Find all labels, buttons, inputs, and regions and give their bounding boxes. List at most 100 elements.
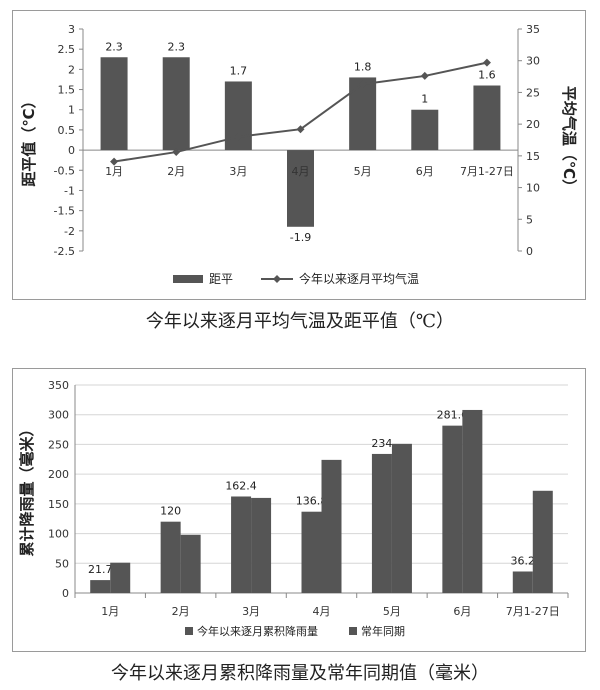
- right-tick-label: 10: [526, 182, 540, 195]
- y-tick-label: 350: [48, 379, 69, 392]
- rainfall-chart-title: 今年以来逐月累积降雨量及常年同期值（毫米）: [111, 663, 489, 684]
- rainfall-data-label: 36.2: [511, 554, 536, 567]
- normal-rainfall-bar: [462, 409, 483, 593]
- rainfall-data-label: 234: [371, 437, 392, 450]
- x-category-label: 7月1-27日: [460, 165, 514, 178]
- x-category-label: 3月: [242, 605, 260, 618]
- anomaly-data-label: 1: [421, 93, 428, 106]
- legend-rainfall-swatch: [185, 627, 193, 635]
- anomaly-data-label: -1.9: [290, 231, 311, 244]
- right-tick-label: 0: [526, 245, 533, 258]
- legend-bar-swatch: [173, 275, 203, 283]
- normal-rainfall-bar: [391, 443, 412, 593]
- temperature-marker: [482, 58, 491, 67]
- y-tick-label: 100: [48, 528, 69, 541]
- rainfall-bar: [231, 496, 252, 593]
- temperature-marker: [234, 132, 243, 141]
- x-category-label: 7月1-27日: [506, 605, 560, 618]
- x-category-label: 5月: [354, 165, 372, 178]
- rainfall-data-label: 120: [160, 505, 181, 518]
- y-tick-label: 300: [48, 409, 69, 422]
- left-tick-label: 2: [68, 63, 75, 76]
- legend-line-marker: [273, 275, 281, 283]
- legend-bar-label: 距平: [209, 272, 233, 286]
- x-category-label: 2月: [167, 165, 185, 178]
- y-axis-title: 距平值（℃）: [20, 93, 38, 186]
- right-tick-label: 30: [526, 55, 540, 68]
- temperature-chart-title: 今年以来逐月平均气温及距平值（℃）: [145, 311, 455, 332]
- rainfall-bar: [90, 580, 111, 593]
- x-category-label: 4月: [313, 605, 331, 618]
- left-tick-label: 0: [68, 144, 75, 157]
- normal-rainfall-bar: [532, 490, 553, 593]
- anomaly-bar: [349, 77, 377, 151]
- rainfall-data-label: 21.7: [88, 563, 113, 576]
- y-tick-label: 200: [48, 468, 69, 481]
- rainfall-bar: [442, 425, 463, 593]
- rainfall-chart-panel: 350 300 250 200 150 100 50 0 21.7 120 162.4 136.8 23…: [12, 368, 586, 652]
- rainfall-bar: [160, 521, 181, 593]
- left-tick-label: 3: [68, 23, 75, 36]
- x-category-label: 6月: [453, 605, 471, 618]
- rainfall-chart: 350 300 250 200 150 100 50 0 21.7 120 162.4 136.8 23…: [18, 379, 569, 638]
- temperature-marker: [296, 125, 305, 134]
- normal-rainfall-bar: [321, 459, 342, 593]
- normal-rainfall-bar: [251, 497, 272, 593]
- right-tick-label: 35: [526, 23, 540, 36]
- right-tick-label: 15: [526, 150, 540, 163]
- x-category-label: 6月: [416, 165, 434, 178]
- temperature-chart: 32.521.510.50-0.5-1-1.5-2-2.535302520151…: [20, 23, 578, 286]
- left-tick-label: -1: [64, 184, 75, 197]
- y-tick-label: 0: [62, 587, 69, 600]
- y-tick-label: 150: [48, 498, 69, 511]
- anomaly-bar: [100, 57, 128, 151]
- rainfall-data-label: 136.8: [296, 495, 328, 508]
- left-tick-label: -2: [64, 225, 75, 238]
- rainfall-bar: [512, 571, 533, 593]
- y-tick-label: 50: [55, 557, 69, 570]
- anomaly-bar: [411, 109, 439, 151]
- left-tick-label: 0.5: [58, 124, 76, 137]
- legend-rainfall-label: 今年以来逐月累积降雨量: [197, 624, 318, 638]
- left-tick-label: 2.5: [58, 43, 76, 56]
- right-tick-label: 5: [526, 213, 533, 226]
- x-category-label: 3月: [229, 165, 247, 178]
- rainfall-data-label: 162.4: [225, 479, 257, 492]
- rainfall-data-label: 281.6: [437, 409, 469, 422]
- y-axis-title: 累计降雨量（毫米）: [18, 421, 36, 556]
- left-tick-label: 1: [68, 104, 75, 117]
- x-category-label: 4月: [292, 165, 310, 178]
- y2-axis-title: 平均气温（℃）: [560, 86, 578, 194]
- anomaly-bar: [287, 150, 314, 227]
- rainfall-bar: [301, 511, 322, 593]
- legend-line-label: 今年以来逐月平均气温: [299, 271, 419, 286]
- legend-normal-label: 常年同期: [361, 624, 405, 638]
- normal-rainfall-bar: [110, 562, 131, 593]
- normal-rainfall-bar: [180, 534, 201, 593]
- temperature-marker: [420, 71, 429, 80]
- temperature-marker: [358, 80, 367, 89]
- x-category-label: 1月: [105, 165, 123, 178]
- left-tick-label: -0.5: [54, 164, 75, 177]
- legend-normal-swatch: [349, 627, 357, 635]
- anomaly-bar: [473, 85, 501, 151]
- left-tick-label: 1.5: [58, 84, 76, 97]
- right-tick-label: 20: [526, 118, 540, 131]
- left-tick-label: -2.5: [54, 245, 75, 258]
- x-category-label: 2月: [172, 605, 190, 618]
- x-category-label: 1月: [101, 605, 119, 618]
- anomaly-data-label: 2.3: [105, 40, 123, 53]
- anomaly-data-label: 2.3: [167, 40, 185, 53]
- temperature-marker: [110, 157, 119, 166]
- x-category-label: 5月: [383, 605, 401, 618]
- left-tick-label: -1.5: [54, 205, 75, 218]
- anomaly-data-label: 1.6: [478, 69, 496, 82]
- anomaly-data-label: 1.7: [230, 64, 248, 77]
- y-tick-label: 250: [48, 438, 69, 451]
- anomaly-data-label: 1.8: [354, 60, 372, 73]
- temperature-marker: [172, 148, 181, 157]
- anomaly-bar: [162, 57, 190, 151]
- rainfall-bar: [371, 453, 392, 593]
- right-tick-label: 25: [526, 86, 540, 99]
- temperature-chart-panel: 3 2.5 2 1.5 1 0.5 0 -0.5 -1 -1.5 -2 -2.5 35 30 25 20 15 1…: [12, 10, 586, 300]
